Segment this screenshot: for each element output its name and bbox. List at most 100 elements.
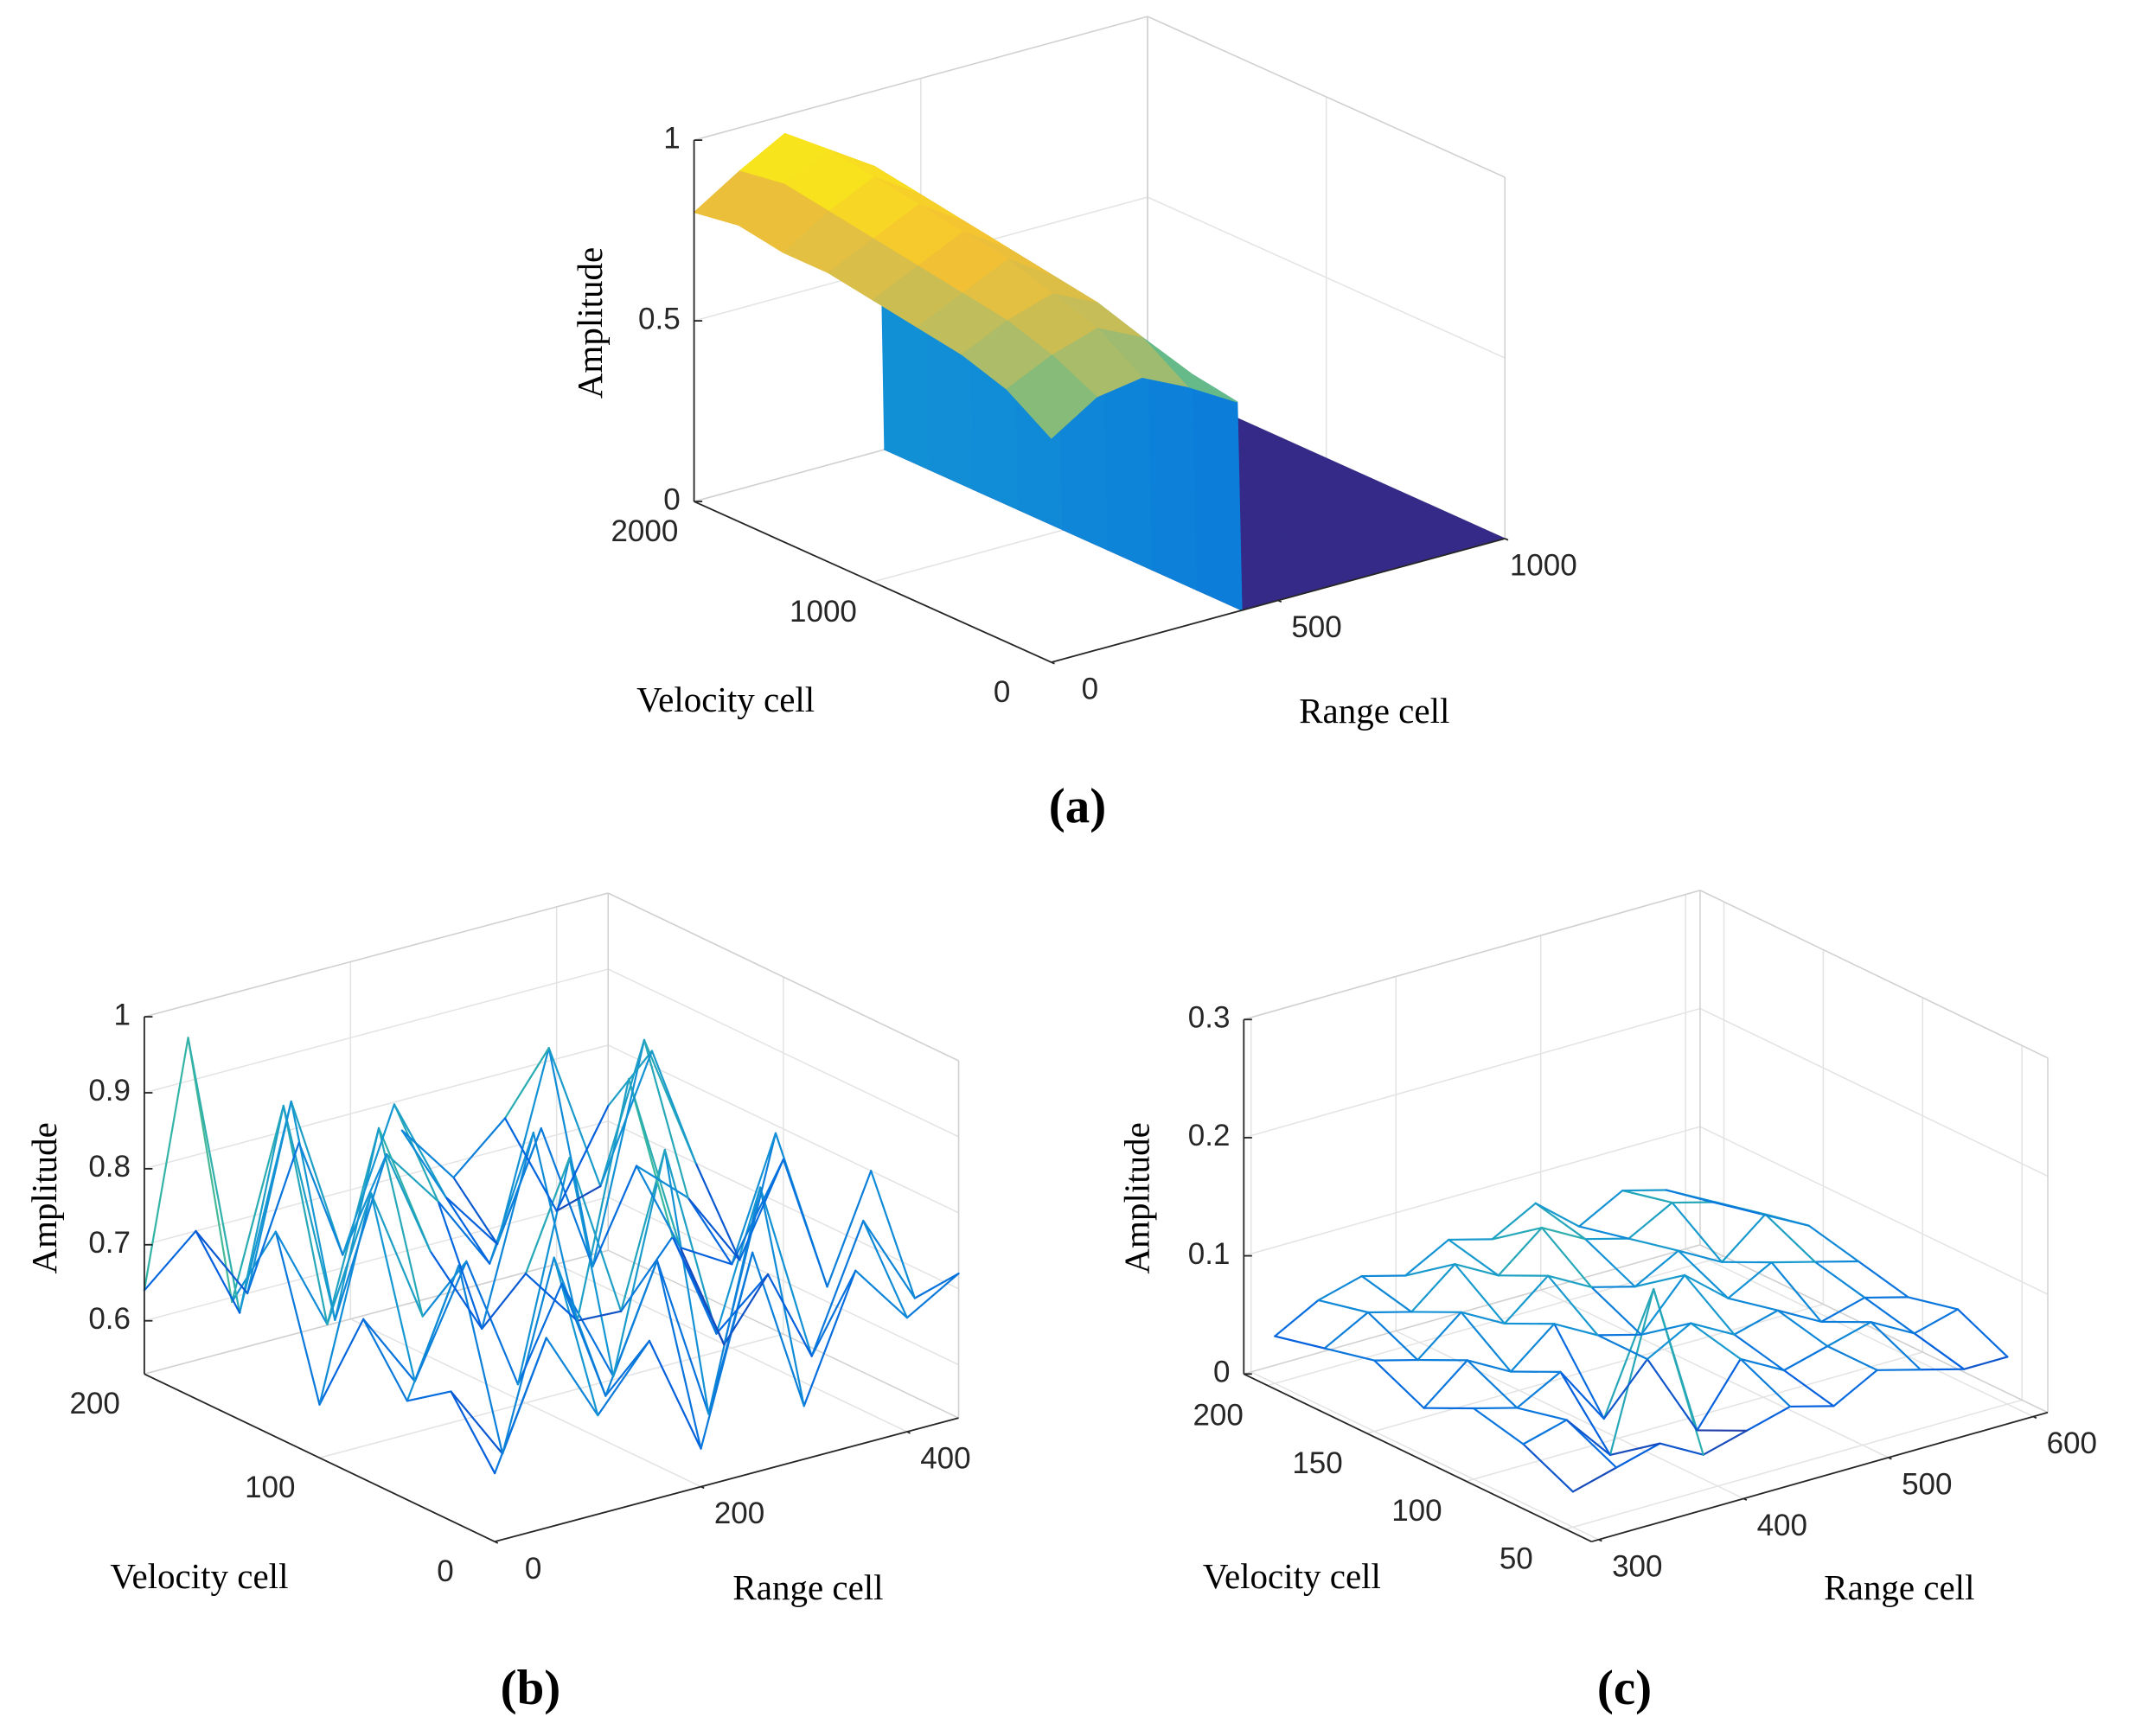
z-tick-label: 0.7 [88,1226,131,1260]
mesh-line [1547,1274,1599,1337]
x-tick [1888,1457,1892,1460]
mesh-line [1870,1321,1915,1335]
x-tick-label: 200 [714,1497,764,1530]
mesh-line [246,1141,300,1295]
mesh-line [1770,1261,1816,1264]
z-tick-label: 0.9 [88,1074,131,1107]
mesh-line [1683,1273,1736,1336]
mesh-line [547,1047,594,1268]
x-tick [1504,538,1509,541]
mesh-line [826,1170,873,1288]
mesh-line [532,1131,579,1322]
mesh-line [751,1251,805,1407]
mesh-line [1373,1358,1419,1362]
mesh-line [342,1103,396,1256]
mesh-line [620,1235,674,1312]
grid-line [1244,1126,1701,1257]
mesh-line [1516,1370,1562,1409]
mesh-line [444,1196,491,1265]
mesh-line [1702,1429,1749,1456]
mesh-line [1634,1273,1686,1288]
mesh-line [1559,1370,1605,1420]
y-axis [144,1373,496,1542]
mesh-line [503,1117,558,1212]
mesh-line [1491,1226,1544,1241]
y-tick-label: 100 [245,1471,295,1504]
mesh-line [1857,1260,1909,1299]
mesh-line [1640,1273,1686,1336]
grid-line [319,1333,784,1458]
grid-line [1540,1289,1890,1458]
mesh-line [862,1219,916,1299]
mesh-line [635,1165,681,1249]
mesh-line [1360,1274,1407,1278]
mesh-line [1789,1405,1835,1408]
x-tick-label: 500 [1902,1468,1952,1502]
mesh-line [1454,1263,1500,1277]
mesh-line [393,1103,447,1198]
grid-line [1366,1303,1824,1434]
z-tick-label: 0.5 [638,302,681,335]
y-tick-label: 0 [994,675,1010,709]
grid-line [144,968,609,1094]
z-tick-label: 0.6 [88,1302,131,1336]
z-tick-label: 0.3 [1188,1001,1231,1035]
mesh-line [1864,1296,1909,1299]
mesh-line [516,1282,563,1386]
mesh-line [627,1077,681,1249]
grid-line [1395,1330,1744,1500]
x-tick [1598,1538,1602,1542]
mesh-line [560,1282,607,1397]
mesh-line [1826,1345,1878,1371]
mesh-line [655,1259,702,1450]
mesh-line [452,1117,507,1179]
mesh-line [655,1259,710,1415]
mesh-line [1602,1287,1655,1420]
mesh-line [231,1104,285,1303]
mesh-line [576,1310,623,1322]
mesh-line [1460,1311,1512,1373]
mesh-line [663,1148,718,1335]
mesh-line [450,1390,496,1475]
z-axis-label: Amplitude [570,247,610,399]
grid-line [1466,1351,1923,1483]
y-tick-label: 50 [1500,1542,1533,1576]
mesh-line [318,1192,373,1406]
mesh-line [1274,1335,1326,1350]
mesh-line [501,1256,555,1455]
mesh-line [1696,1357,1742,1432]
mesh-line [1745,1405,1792,1432]
mesh-line [362,1318,416,1382]
mesh-line [687,1197,733,1266]
mesh-line [503,1047,550,1120]
mesh-line [870,1170,916,1299]
x-tick [494,1541,499,1544]
z-axis-label: Amplitude [1117,1122,1157,1273]
x-tick-label: 400 [1757,1509,1807,1542]
z-tick-label: 0 [663,482,680,516]
mesh-line [496,1047,550,1246]
mesh-line [1323,1347,1376,1362]
mesh-line [1832,1369,1878,1407]
mesh-line [1870,1321,1922,1371]
x-tick [906,1431,911,1434]
grid-line [1699,1126,2049,1295]
mesh-line [599,1050,654,1188]
mesh-line [643,1038,689,1199]
mesh-line [1553,1323,1599,1337]
mesh-line [607,1050,654,1107]
mesh-line [1727,1297,1779,1312]
mesh-line [731,1132,777,1266]
mesh-line [1782,1345,1829,1372]
mesh-line [1963,1356,2009,1370]
x-axis [494,1417,959,1543]
mesh-line [597,1339,651,1417]
mesh-line [810,1269,857,1357]
panel-label: (c) [1597,1661,1652,1715]
mesh-line [274,1230,329,1325]
mesh-line [1907,1296,1960,1311]
mesh-line [1608,1442,1661,1457]
mesh-line [444,1196,499,1246]
mesh-line [766,1273,813,1357]
mesh-line [679,1247,726,1346]
